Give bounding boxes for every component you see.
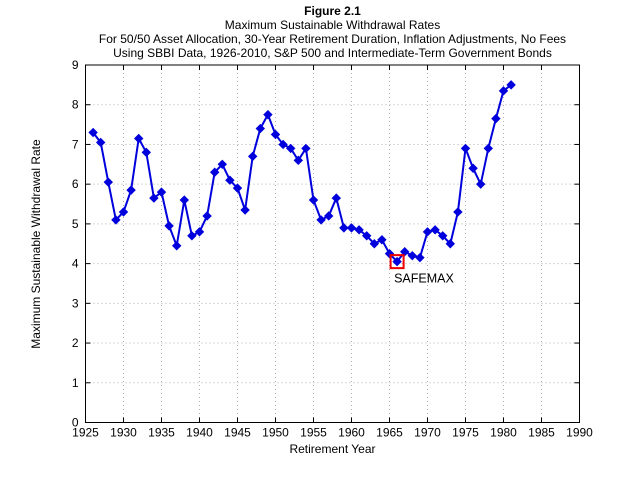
svg-text:1950: 1950: [262, 426, 289, 440]
chart-subtitle-data-source: Using SBBI Data, 1926-2010, S&P 500 and …: [113, 46, 552, 60]
svg-text:1940: 1940: [186, 426, 213, 440]
svg-text:1955: 1955: [300, 426, 327, 440]
svg-text:4: 4: [72, 257, 79, 271]
svg-text:1930: 1930: [110, 426, 137, 440]
svg-text:1970: 1970: [414, 426, 441, 440]
svg-text:1960: 1960: [338, 426, 365, 440]
svg-text:9: 9: [72, 58, 79, 72]
mswr-line: [92, 84, 512, 263]
svg-text:3: 3: [72, 296, 79, 310]
plot-box: [85, 64, 580, 423]
svg-text:0: 0: [72, 416, 79, 430]
svg-text:1985: 1985: [528, 426, 555, 440]
grid-lines: [85, 65, 580, 423]
svg-text:6: 6: [72, 177, 79, 191]
figure-number: Figure 2.1: [304, 4, 361, 18]
svg-text:2: 2: [72, 336, 79, 350]
svg-text:1975: 1975: [452, 426, 479, 440]
mswr-diamond-markers: [88, 80, 516, 267]
svg-text:7: 7: [72, 137, 79, 151]
svg-text:8: 8: [72, 98, 79, 112]
axis-ticks: [85, 64, 580, 423]
chart-title: Maximum Sustainable Withdrawal Rates: [224, 18, 441, 32]
svg-text:1965: 1965: [376, 426, 403, 440]
title-block: Figure 2.1 Maximum Sustainable Withdrawa…: [60, 4, 605, 60]
svg-text:1935: 1935: [148, 426, 175, 440]
svg-text:1925: 1925: [72, 426, 99, 440]
svg-text:1980: 1980: [490, 426, 517, 440]
safemax-label: SAFEMAX: [394, 272, 454, 286]
svg-text:1990: 1990: [566, 426, 593, 440]
svg-text:1: 1: [72, 376, 79, 390]
y-tick-labels: 0 1 2 3 4 5 6 7 8 9: [72, 58, 79, 430]
x-axis-title: Retirement Year: [289, 442, 376, 456]
svg-text:1945: 1945: [224, 426, 251, 440]
safemax-marker: [389, 254, 405, 270]
svg-text:5: 5: [72, 217, 79, 231]
chart-subtitle-allocation: For 50/50 Asset Allocation, 30-Year Reti…: [98, 32, 567, 46]
x-tick-labels: 1925 1930 1935 1940 1945 1950 1955 1960 1965 1970…: [72, 426, 593, 440]
